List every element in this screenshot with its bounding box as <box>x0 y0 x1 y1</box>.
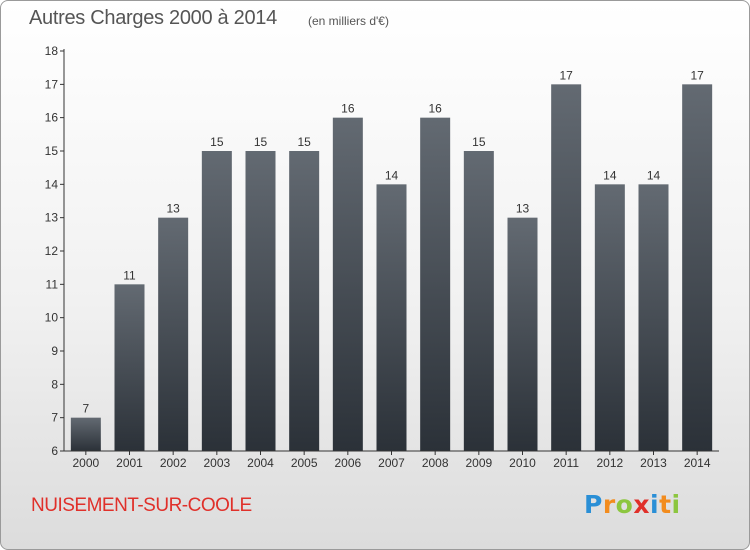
logo-letter: i <box>671 490 681 519</box>
chart-subtitle: (en milliers d'€) <box>308 14 389 28</box>
bar-2002 <box>158 217 189 451</box>
bar-2013 <box>638 184 669 452</box>
bar-2003 <box>201 151 232 451</box>
data-label-2009: 15 <box>472 135 486 149</box>
data-label-2006: 16 <box>341 102 355 116</box>
x-tick-label-2002: 2002 <box>160 456 187 470</box>
logo-letter: x <box>633 490 650 519</box>
logo-letter: t <box>659 490 672 519</box>
bar-2010 <box>507 217 538 451</box>
bar-2005 <box>289 151 320 451</box>
x-tick-label-2003: 2003 <box>203 456 230 470</box>
x-tick-label-2014: 2014 <box>684 456 711 470</box>
x-tick-label-2008: 2008 <box>422 456 449 470</box>
y-tick-label-17: 17 <box>45 77 59 91</box>
logo-letter: r <box>602 490 616 519</box>
data-label-2011: 17 <box>559 68 573 82</box>
logo-letter: i <box>650 490 660 519</box>
proxiti-logo: Proxiti <box>584 490 681 519</box>
y-tick-label-10: 10 <box>45 311 59 325</box>
data-label-2000: 7 <box>82 402 89 416</box>
y-tick-label-16: 16 <box>45 111 59 125</box>
y-tick-label-12: 12 <box>45 244 59 258</box>
bar-2000 <box>70 417 101 451</box>
x-tick-label-2005: 2005 <box>291 456 318 470</box>
data-label-2008: 16 <box>428 102 442 116</box>
bar-2009 <box>463 151 494 451</box>
x-tick-label-2006: 2006 <box>334 456 361 470</box>
logo-letter: P <box>584 490 603 519</box>
x-tick-label-2001: 2001 <box>116 456 143 470</box>
y-tick-label-7: 7 <box>51 411 58 425</box>
chart-title: Autres Charges 2000 à 2014 <box>29 7 277 29</box>
logo-letter: o <box>615 490 634 519</box>
data-label-2001: 11 <box>123 268 136 282</box>
data-label-2007: 14 <box>385 168 399 182</box>
bar-2006 <box>332 117 363 452</box>
data-label-2004: 15 <box>254 135 268 149</box>
bar-2001 <box>114 284 145 451</box>
axis-layer: 2000 2001 2002 2003 2004 2005 2006 2007 2008 2009… <box>45 44 719 470</box>
y-tick-label-14: 14 <box>45 177 59 191</box>
data-label-2005: 15 <box>297 135 311 149</box>
bar-2004 <box>245 151 276 451</box>
x-tick-label-2009: 2009 <box>465 456 492 470</box>
x-tick-label-2011: 2011 <box>553 456 579 470</box>
bar-2014 <box>682 84 713 451</box>
bar-2011 <box>551 84 582 451</box>
x-tick-label-2004: 2004 <box>247 456 274 470</box>
data-label-2013: 14 <box>647 168 661 182</box>
y-tick-label-8: 8 <box>51 377 58 391</box>
data-label-2003: 15 <box>210 135 224 149</box>
commune-name: NUISEMENT-SUR-COOLE <box>31 495 252 516</box>
y-tick-label-13: 13 <box>45 211 59 225</box>
x-tick-label-2007: 2007 <box>378 456 405 470</box>
bar-2008 <box>420 117 451 452</box>
bar-2007 <box>376 184 407 452</box>
x-tick-label-2012: 2012 <box>596 456 623 470</box>
y-tick-label-18: 18 <box>45 44 59 58</box>
y-tick-label-15: 15 <box>45 144 59 158</box>
y-tick-label-6: 6 <box>51 444 58 458</box>
data-label-2014: 17 <box>690 68 704 82</box>
x-tick-label-2013: 2013 <box>640 456 667 470</box>
bars-layer: 7 11 13 15 15 15 16 14 16 15 13 17 14 14 17 <box>70 68 713 452</box>
data-label-2010: 13 <box>516 202 530 216</box>
x-tick-label-2010: 2010 <box>509 456 536 470</box>
x-tick-label-2000: 2000 <box>72 456 99 470</box>
y-tick-label-11: 11 <box>46 277 59 291</box>
y-tick-label-9: 9 <box>51 344 58 358</box>
bar-2012 <box>594 184 625 452</box>
data-label-2002: 13 <box>166 202 180 216</box>
data-label-2012: 14 <box>603 168 617 182</box>
